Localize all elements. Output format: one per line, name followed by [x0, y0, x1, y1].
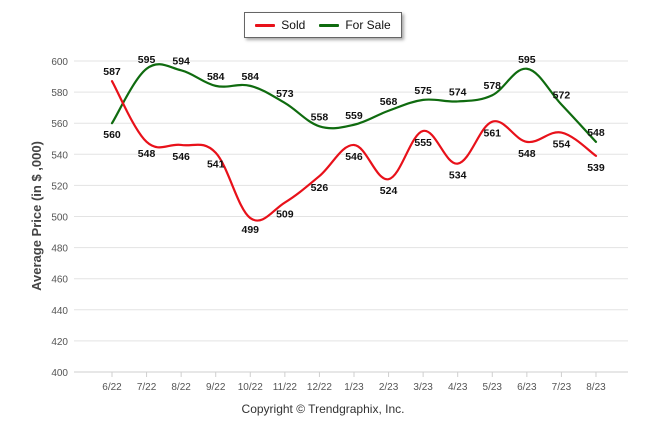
y-tick-label: 600 — [51, 57, 68, 68]
legend-label-for-sale: For Sale — [345, 18, 391, 32]
data-label-for-sale: 595 — [518, 54, 536, 66]
x-tick-label: 7/23 — [552, 382, 572, 393]
data-label-sold: 509 — [276, 209, 294, 221]
grid-lines — [74, 60, 628, 373]
y-axis-title: Average Price (in $ ,000) — [29, 141, 44, 291]
y-tick-label: 420 — [51, 337, 68, 348]
y-tick-label: 440 — [51, 306, 68, 317]
legend: Sold For Sale — [244, 12, 402, 38]
data-label-sold: 546 — [172, 151, 190, 163]
x-tick-label: 4/23 — [448, 382, 468, 393]
x-tick-label: 1/23 — [344, 382, 364, 393]
x-tick-label: 8/22 — [171, 382, 191, 393]
data-label-for-sale: 578 — [484, 80, 502, 92]
series-layer — [110, 63, 598, 222]
y-tick-label: 580 — [51, 88, 68, 99]
x-tick-label: 8/23 — [586, 382, 606, 393]
data-label-for-sale: 573 — [276, 88, 294, 100]
data-label-for-sale: 584 — [242, 71, 260, 83]
data-label-sold: 539 — [587, 162, 605, 174]
data-label-for-sale: 560 — [103, 129, 121, 141]
legend-item-sold[interactable]: Sold — [255, 18, 305, 32]
x-tick-label: 6/23 — [517, 382, 537, 393]
legend-swatch-sold — [255, 23, 276, 27]
data-label-for-sale: 574 — [449, 86, 467, 98]
data-label-sold: 534 — [449, 170, 467, 182]
data-label-sold: 554 — [553, 139, 571, 151]
data-label-sold: 526 — [311, 182, 329, 194]
y-tick-label: 560 — [51, 119, 68, 130]
data-label-for-sale: 594 — [172, 55, 190, 67]
x-tick-label: 6/22 — [102, 382, 122, 393]
series-line-for-sale[interactable] — [110, 63, 598, 143]
legend-label-sold: Sold — [281, 18, 306, 32]
y-tick-label: 540 — [51, 150, 68, 161]
data-label-for-sale: 558 — [311, 111, 329, 123]
copyright-footer: Copyright © Trendgraphix, Inc. — [241, 402, 405, 416]
x-axis: 6/22 7/22 8/22 9/22 10/22 11/22 12/22 1/23 2/23 3… — [74, 371, 628, 393]
data-label-sold: 541 — [207, 159, 225, 171]
data-label-sold: 548 — [518, 148, 536, 160]
data-label-sold: 587 — [103, 66, 121, 78]
data-label-sold: 555 — [414, 137, 432, 149]
x-tick-label: 3/23 — [413, 382, 433, 393]
x-tick-label: 7/22 — [137, 382, 157, 393]
data-label-sold: 524 — [380, 185, 398, 197]
x-tick-label: 5/23 — [483, 382, 503, 393]
y-axis: 400 420 440 460 480 500 520 540 560 580 600 — [51, 57, 68, 379]
data-label-sold: 546 — [345, 151, 363, 163]
y-tick-label: 480 — [51, 244, 68, 255]
series-line-sold[interactable] — [110, 80, 598, 222]
x-tick-label: 12/22 — [307, 382, 332, 393]
x-tick-label: 2/23 — [379, 382, 399, 393]
data-label-for-sale: 548 — [587, 127, 605, 139]
data-label-sold: 548 — [138, 148, 156, 160]
y-tick-label: 500 — [51, 213, 68, 224]
y-tick-label: 400 — [51, 368, 68, 379]
legend-swatch-for-sale — [319, 23, 340, 27]
data-labels-layer: 587 548 546 541 499 509 526 546 524 555 534 561 548 5… — [103, 54, 605, 236]
data-label-for-sale: 568 — [380, 96, 398, 108]
data-label-sold: 561 — [484, 128, 502, 140]
x-tick-label: 9/22 — [206, 382, 226, 393]
data-label-for-sale: 584 — [207, 71, 225, 83]
data-label-for-sale: 575 — [414, 85, 432, 97]
x-tick-label: 10/22 — [238, 382, 263, 393]
data-label-sold: 499 — [242, 224, 260, 236]
data-label-for-sale: 559 — [345, 110, 363, 122]
data-label-for-sale: 595 — [138, 54, 156, 66]
x-tick-label: 11/22 — [273, 382, 298, 393]
data-label-for-sale: 572 — [553, 90, 571, 102]
y-tick-label: 460 — [51, 275, 68, 286]
y-tick-label: 520 — [51, 181, 68, 192]
legend-item-for-sale[interactable]: For Sale — [319, 18, 391, 32]
